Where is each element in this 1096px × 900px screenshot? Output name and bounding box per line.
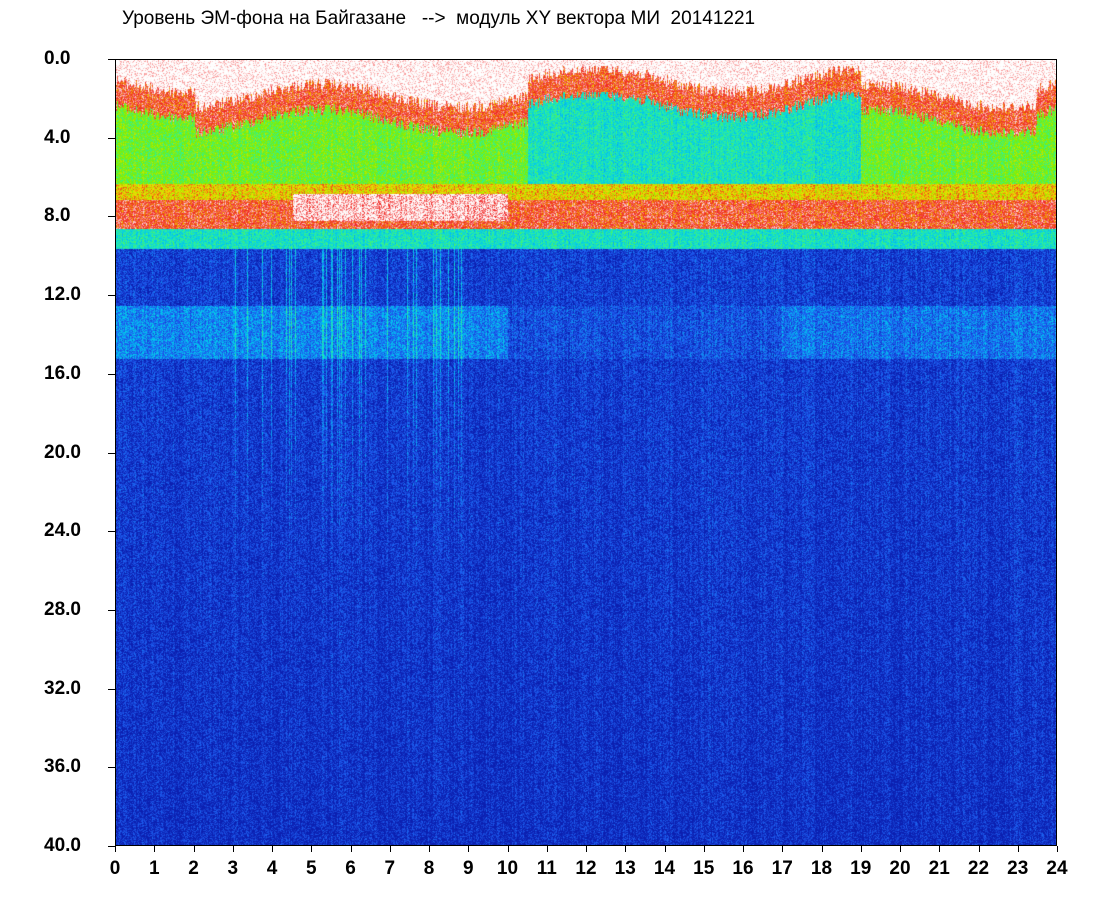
y-tick-label: 16.0 (44, 362, 81, 384)
plot-area (115, 59, 1057, 846)
x-tick-label: 24 (1046, 858, 1068, 879)
x-tick-mark (625, 846, 627, 852)
x-tick-mark (193, 846, 195, 852)
x-tick-label: 10 (496, 858, 519, 879)
y-tick-mark (108, 767, 115, 769)
x-tick-mark (703, 846, 705, 852)
x-tick-label: 2 (188, 858, 199, 879)
x-tick-mark (272, 846, 273, 852)
x-tick-mark (743, 846, 744, 852)
x-tick-label: 1 (148, 858, 160, 879)
x-tick-mark (860, 846, 862, 852)
x-tick-mark (311, 846, 313, 852)
x-tick-label: 9 (462, 858, 474, 879)
x-tick-label: 16 (732, 858, 754, 879)
y-tick-label: 28.0 (44, 598, 81, 620)
y-tick-mark (108, 373, 115, 375)
x-tick-mark (232, 846, 234, 852)
y-tick-mark (108, 609, 115, 611)
x-tick-mark (507, 846, 509, 852)
x-tick-mark (429, 846, 430, 852)
x-tick-label: 12 (575, 858, 597, 879)
x-tick-mark (115, 846, 116, 852)
x-tick-label: 22 (967, 858, 990, 879)
y-tick-label: 36.0 (44, 756, 81, 778)
x-tick-label: 14 (653, 858, 676, 879)
y-tick-label: 20.0 (44, 441, 81, 463)
y-tick-mark (108, 452, 115, 454)
x-tick-mark (978, 846, 980, 852)
heatmap-spectrogram (116, 60, 1056, 845)
x-tick-label: 20 (889, 858, 911, 879)
y-tick-mark (108, 531, 115, 533)
x-tick-label: 4 (266, 858, 278, 879)
x-tick-mark (1057, 846, 1058, 852)
x-tick-label: 11 (536, 858, 557, 879)
y-tick-label: 8.0 (44, 205, 71, 227)
y-tick-label: 4.0 (44, 126, 71, 148)
y-tick-label: 0.0 (44, 48, 71, 69)
x-tick-label: 8 (423, 858, 435, 879)
y-tick-mark (108, 59, 115, 60)
x-tick-label: 0 (109, 858, 121, 879)
y-tick-mark (108, 295, 115, 297)
x-tick-label: 5 (305, 858, 317, 879)
x-tick-mark (389, 846, 391, 852)
x-tick-mark (939, 846, 941, 852)
x-tick-mark (154, 846, 156, 852)
x-tick-label: 19 (850, 858, 872, 879)
x-tick-label: 18 (810, 858, 833, 879)
y-tick-mark (108, 846, 115, 847)
x-tick-mark (664, 846, 666, 852)
x-tick-mark (350, 846, 352, 852)
x-tick-label: 6 (345, 858, 356, 879)
y-tick-mark (108, 688, 115, 690)
x-tick-mark (468, 846, 470, 852)
x-tick-mark (546, 846, 548, 852)
x-tick-mark (782, 846, 784, 852)
x-tick-mark (821, 846, 823, 852)
chart-title: Уровень ЭМ-фона на Байгазане --> модуль … (122, 8, 756, 29)
x-tick-label: 7 (384, 858, 396, 879)
y-tick-label: 12.0 (44, 284, 81, 306)
y-tick-label: 40.0 (44, 835, 81, 856)
y-tick-label: 32.0 (44, 677, 81, 699)
x-tick-label: 13 (614, 858, 636, 879)
x-tick-label: 3 (227, 858, 239, 879)
x-tick-label: 15 (693, 858, 715, 879)
y-tick-mark (108, 216, 115, 218)
x-tick-mark (900, 846, 901, 852)
x-tick-mark (1017, 846, 1019, 852)
x-tick-label: 21 (928, 858, 950, 879)
y-tick-mark (108, 137, 115, 139)
x-tick-label: 23 (1007, 858, 1029, 879)
x-tick-label: 17 (771, 858, 793, 879)
y-tick-label: 24.0 (44, 520, 81, 542)
x-tick-mark (586, 846, 587, 852)
